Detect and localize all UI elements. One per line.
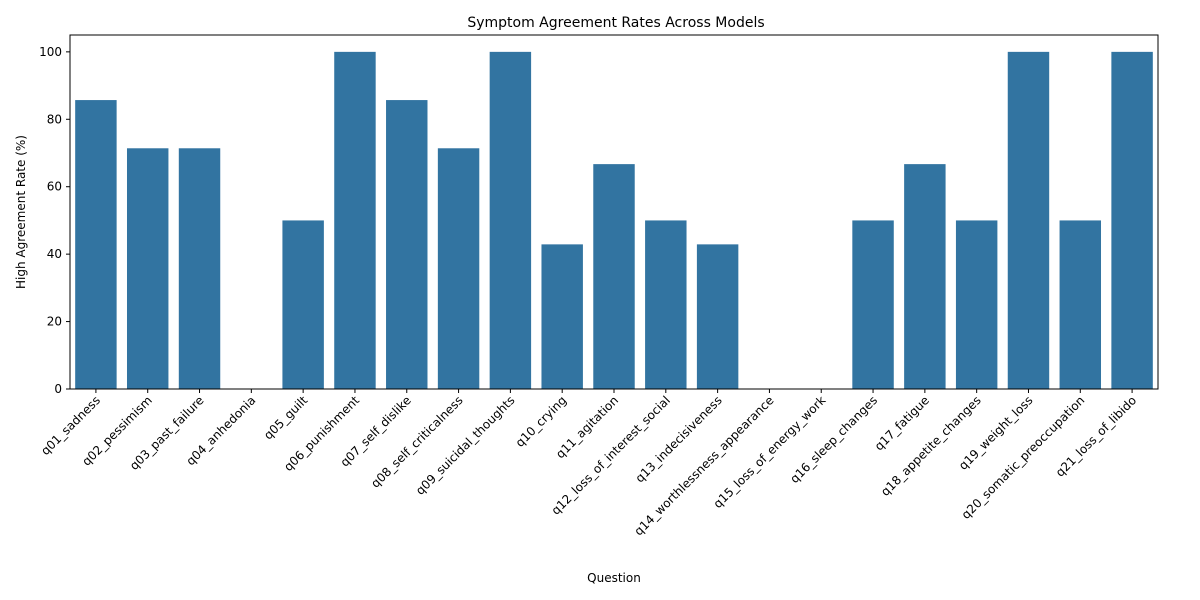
bar-q08_self_criticalness	[437, 148, 480, 389]
x-tick-label: q09_suicidal_thoughts	[413, 393, 517, 497]
bar-q05_guilt	[282, 220, 324, 389]
plot-frame	[69, 34, 1159, 390]
bars-group	[75, 51, 1153, 389]
x-tick-label: q13_indecisiveness	[633, 393, 725, 485]
x-tick-label: q08_self_criticalness	[368, 393, 465, 490]
bar-q21_loss_of_libido	[1111, 51, 1153, 389]
bar-q18_appetite_changes	[955, 220, 998, 389]
x-tick-label: q16_sleep_changes	[787, 393, 880, 486]
y-axis-ticks: 0 20 40 60 80 100	[39, 45, 70, 396]
y-tick-label: 100	[39, 45, 62, 59]
y-tick-label: 40	[47, 247, 62, 261]
y-tick-label: 80	[47, 112, 62, 126]
chart-title: Symptom Agreement Rates Across Models	[467, 15, 764, 31]
y-tick-label: 0	[54, 382, 62, 396]
y-tick-label: 60	[47, 180, 62, 194]
bar-q19_weight_loss	[1007, 51, 1050, 389]
bar-q20_somatic_preoccupation	[1059, 220, 1102, 389]
bar-q01_sadness	[75, 100, 117, 389]
x-axis-label: Question	[587, 571, 641, 585]
bar-q07_self_dislike	[386, 100, 428, 389]
bar-q03_past_failure	[178, 148, 221, 389]
x-axis-ticks: q01_sadnessq02_pessimismq03_past_failure…	[38, 389, 1139, 538]
bar-q16_sleep_changes	[852, 220, 894, 389]
y-axis-label: High Agreement Rate (%)	[14, 135, 28, 289]
x-tick-label: q10_crying	[513, 393, 570, 450]
x-tick-label: q18_appetite_changes	[878, 393, 984, 499]
bar-q12_loss_of_interest_social	[645, 220, 687, 389]
bar-q02_pessimism	[126, 148, 169, 389]
bar-q06_punishment	[334, 51, 376, 389]
bar-q09_suicidal_thoughts	[489, 51, 532, 389]
x-tick-label: q05_guilt	[261, 393, 310, 442]
y-tick-label: 20	[47, 315, 62, 329]
bar-q17_fatigue	[904, 164, 946, 389]
bar-q11_agitation	[593, 164, 635, 389]
bar-q13_indecisiveness	[696, 244, 739, 389]
bar-q10_crying	[541, 244, 583, 389]
